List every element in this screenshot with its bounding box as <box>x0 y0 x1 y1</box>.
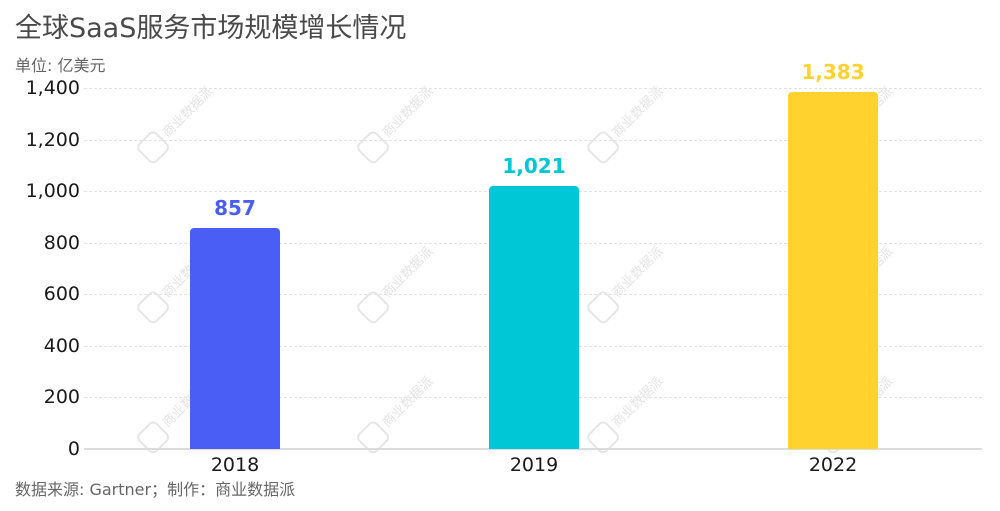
bar-value-label: 1,383 <box>801 60 865 85</box>
watermark-logo-icon <box>354 129 392 166</box>
watermark: 商业数据派 <box>354 80 441 166</box>
watermark-text: 商业数据派 <box>159 84 217 141</box>
bar-2022 <box>788 92 878 449</box>
x-axis-tick-label: 2018 <box>210 454 260 476</box>
x-axis-tick-label: 2019 <box>509 454 559 476</box>
y-axis-tick-label: 1,000 <box>25 180 80 203</box>
watermark-logo-icon <box>134 129 172 166</box>
y-axis-tick-label: 200 <box>43 386 80 409</box>
x-axis-line <box>84 448 982 450</box>
bar-value-label: 857 <box>214 196 256 221</box>
watermark: 商业数据派 <box>354 370 441 456</box>
x-axis-tick-label: 2022 <box>808 454 858 476</box>
y-axis-tick-label: 1,200 <box>25 128 80 151</box>
watermark-logo-icon <box>354 419 392 456</box>
watermark: 商业数据派 <box>134 80 221 166</box>
watermark: 商业数据派 <box>584 240 671 326</box>
y-axis-tick-label: 800 <box>43 231 80 254</box>
bar-value-label: 1,021 <box>502 153 566 178</box>
unit-label: 单位: 亿美元 <box>15 56 106 75</box>
watermark: 商业数据派 <box>354 240 441 326</box>
y-axis-tick-label: 400 <box>43 334 80 357</box>
y-axis-tick-label: 0 <box>67 438 80 460</box>
gridline <box>84 88 982 89</box>
watermark-logo-icon <box>134 419 172 456</box>
watermark-text: 商业数据派 <box>379 374 437 431</box>
gridline <box>84 139 982 141</box>
watermark-text: 商业数据派 <box>379 84 437 141</box>
watermark-text: 商业数据派 <box>609 84 667 141</box>
watermark-logo-icon <box>584 419 622 456</box>
bar-2019 <box>489 185 579 449</box>
watermark: 商业数据派 <box>584 370 671 456</box>
y-axis-tick-label: 1,400 <box>25 77 80 99</box>
source-note: 数据来源: Gartner；制作：商业数据派 <box>15 480 296 499</box>
chart-title: 全球SaaS服务市场规模增长情况 <box>15 13 407 44</box>
watermark-text: 商业数据派 <box>379 244 437 301</box>
watermark-text: 商业数据派 <box>609 374 667 431</box>
bar-2018 <box>190 228 280 449</box>
watermark: 商业数据派 <box>584 80 671 166</box>
y-axis-tick-label: 600 <box>43 283 80 306</box>
watermark-text: 商业数据派 <box>609 244 667 301</box>
